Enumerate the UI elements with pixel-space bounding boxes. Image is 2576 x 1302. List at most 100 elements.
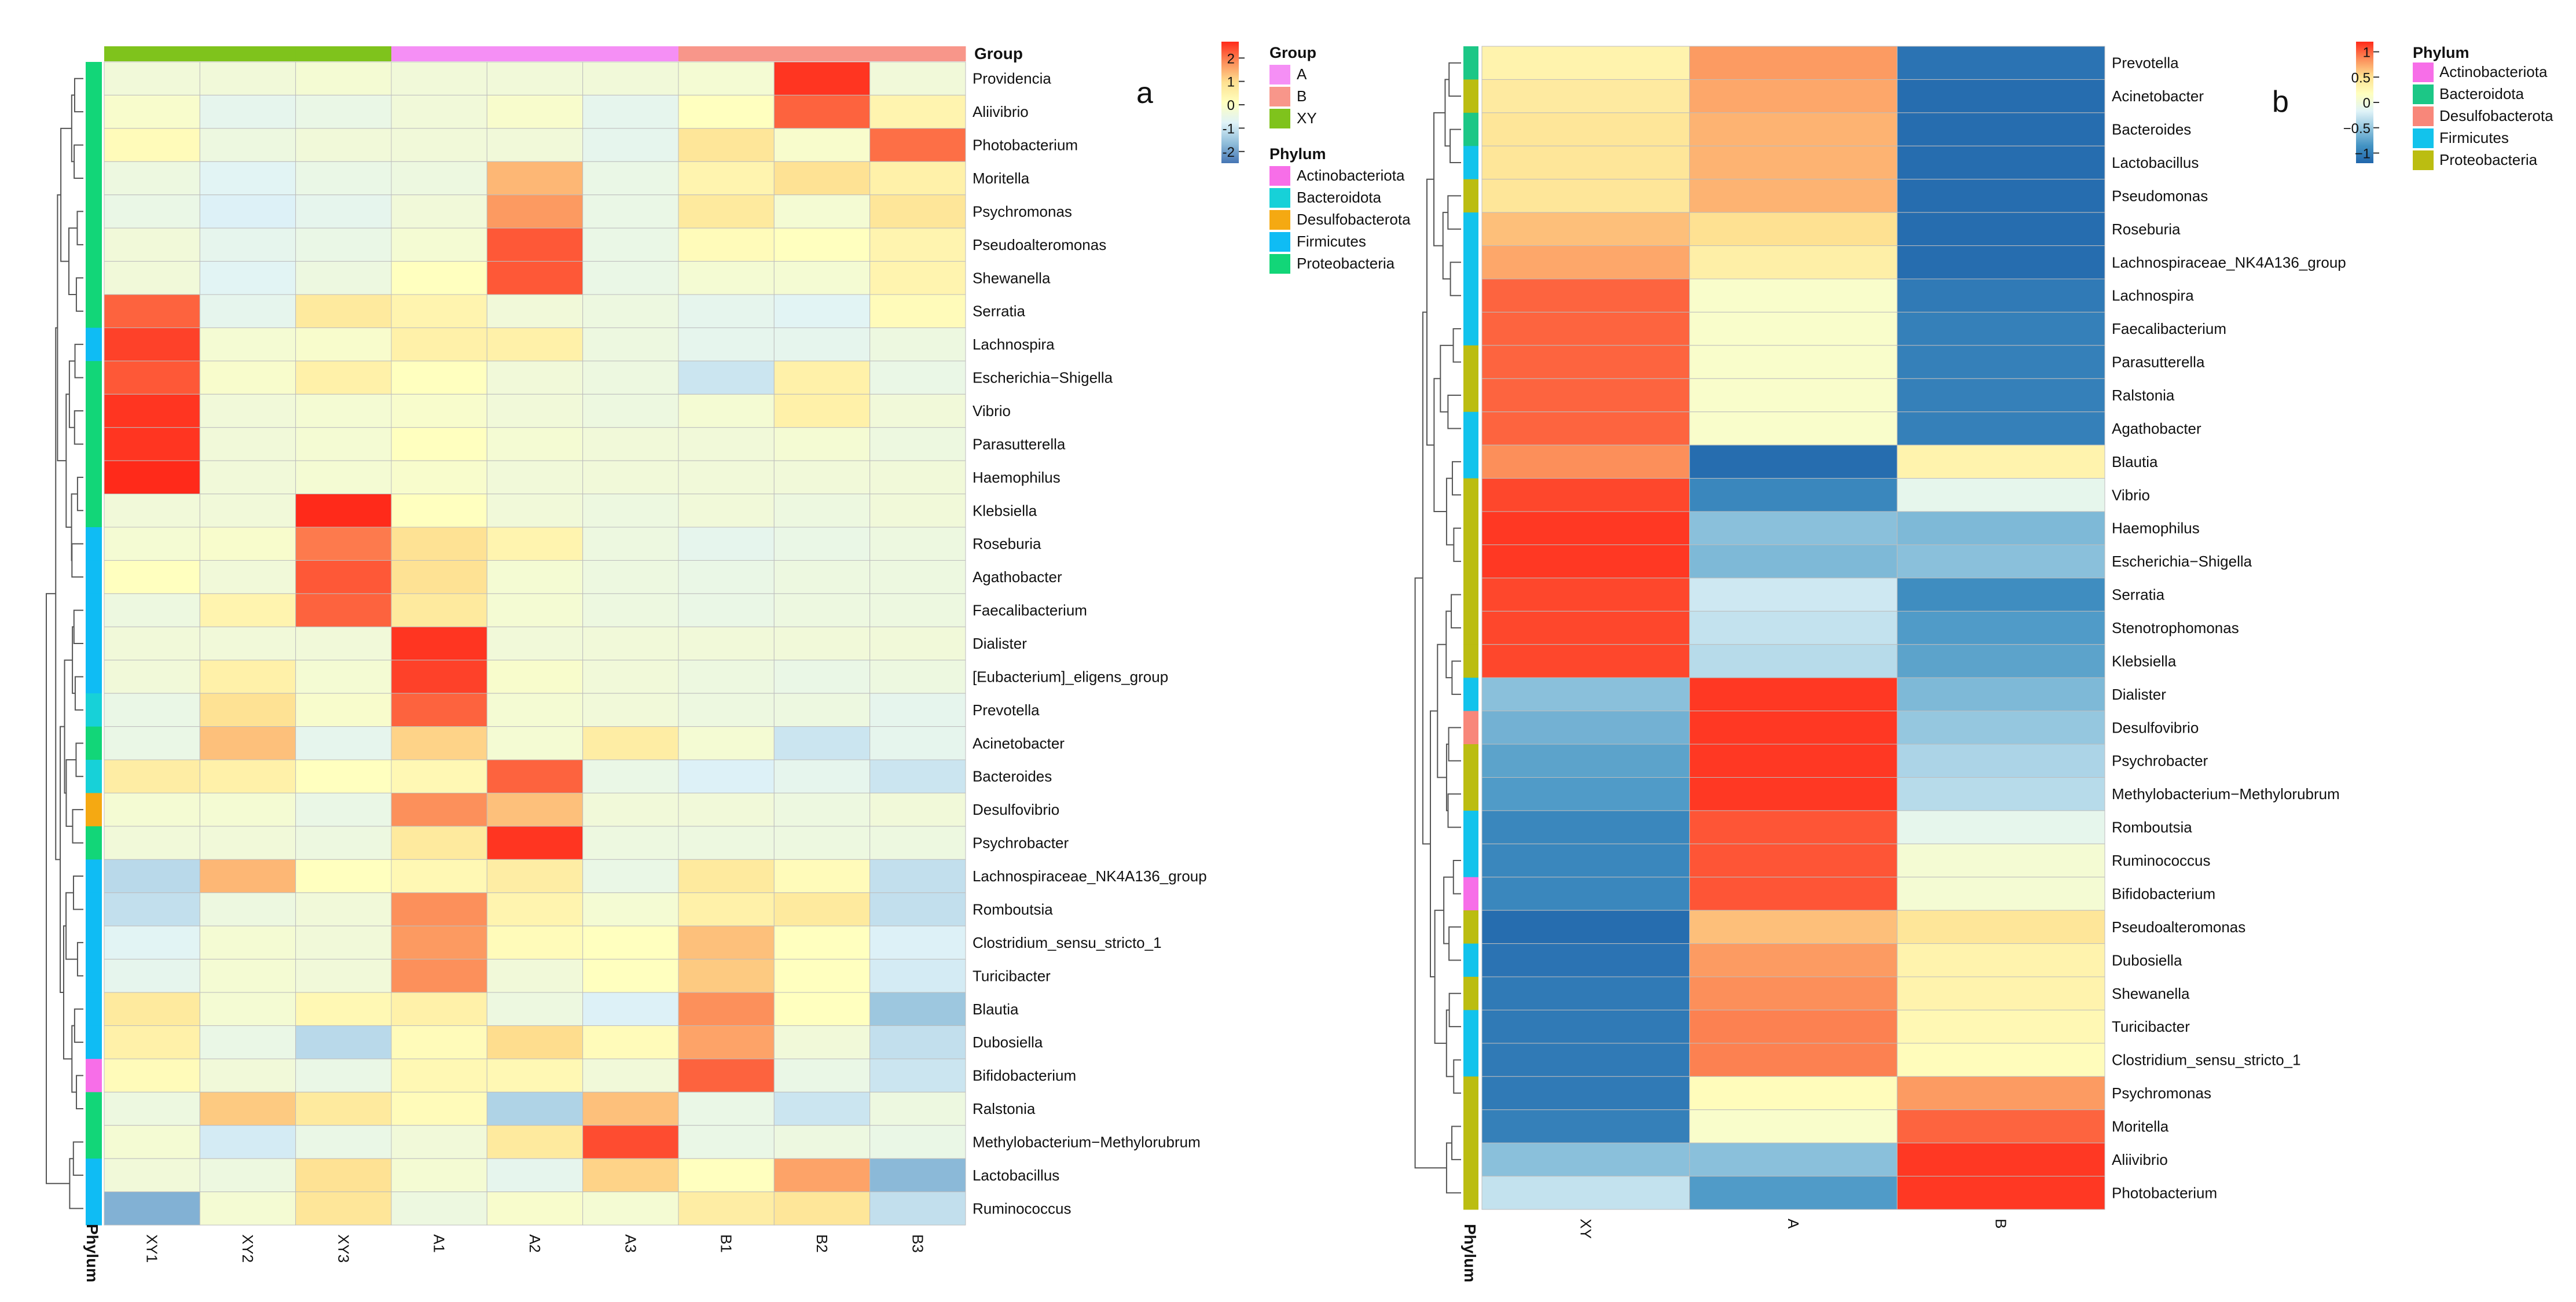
phylum-legend-label: Firmicutes (1297, 233, 1366, 250)
heatmap-cell (486, 327, 584, 362)
dendrogram-branch (72, 876, 83, 910)
dendrogram-branch (1451, 660, 1461, 695)
phylum-annotation-cell (86, 1092, 102, 1126)
heatmap-cell (678, 94, 775, 129)
heatmap-cell (773, 361, 871, 395)
heatmap-cell (391, 327, 487, 362)
phylum-annotation-cell (86, 560, 102, 594)
heatmap-cell (486, 992, 584, 1026)
heatmap-cell (295, 494, 392, 528)
heatmap-cell (199, 227, 296, 262)
heatmap-cell (295, 161, 392, 196)
heatmap-cell (486, 294, 584, 328)
heatmap-cell (295, 792, 392, 827)
heatmap-cell (199, 693, 296, 727)
heatmap-cell (295, 94, 392, 129)
heatmap-cell (1896, 1043, 2105, 1077)
heatmap-cell (199, 1125, 296, 1159)
heatmap-cell (1896, 145, 2105, 180)
phylum-annotation-cell (1463, 578, 1478, 612)
heatmap-cell (1481, 810, 1690, 844)
row-label: Turicibacter (973, 967, 1051, 984)
row-label: Bifidobacterium (973, 1067, 1076, 1084)
heatmap-cell (104, 1025, 200, 1060)
heatmap-cell (678, 892, 775, 926)
heatmap-cell (1481, 112, 1690, 146)
heatmap-cell (869, 460, 966, 495)
heatmap-cell (104, 494, 200, 528)
heatmap-cell (1481, 145, 1690, 180)
heatmap-cell (1481, 1076, 1690, 1110)
row-label: Prevotella (973, 701, 1040, 719)
heatmap-cell (295, 361, 392, 395)
heatmap-cell (391, 826, 487, 860)
legend-tick-label: −0.5 (2343, 121, 2370, 137)
heatmap-cell (391, 660, 487, 694)
heatmap-cell (773, 1058, 871, 1093)
phylum-legend-swatch (2413, 128, 2434, 148)
phylum-axis-label: Phylum (83, 1224, 101, 1282)
column-label: A3 (622, 1234, 639, 1253)
heatmap-cell (199, 660, 296, 694)
heatmap-cell (1896, 511, 2105, 545)
heatmap-cell (678, 959, 775, 993)
heatmap-cell (1689, 145, 1898, 180)
phylum-annotation-cell (1463, 1076, 1478, 1110)
phylum-annotation-cell (1463, 777, 1478, 811)
heatmap-cell (199, 826, 296, 860)
legend-tick-label: -2 (1223, 145, 1235, 160)
heatmap-cell (678, 361, 775, 395)
heatmap-cell (104, 460, 200, 495)
heatmap-cell (1481, 910, 1690, 944)
heatmap-cell (295, 128, 392, 162)
heatmap-cell (582, 693, 679, 727)
column-label: B3 (909, 1234, 926, 1253)
heatmap-cell (1481, 544, 1690, 579)
heatmap-cell (869, 294, 966, 328)
phylum-legend-swatch (1269, 188, 1290, 208)
heatmap-cell (869, 427, 966, 461)
heatmap-cell (1689, 976, 1898, 1010)
heatmap-cell (869, 194, 966, 229)
heatmap-cell (582, 427, 679, 461)
heatmap-cell (199, 161, 296, 196)
phylum-annotation-cell (1463, 977, 1478, 1010)
heatmap-cell (486, 1125, 584, 1159)
heatmap-cell (773, 294, 871, 328)
heatmap-cell (1481, 877, 1690, 911)
row-label: Ralstonia (2112, 387, 2175, 404)
heatmap-cell (582, 494, 679, 528)
column-label: XY (1577, 1219, 1594, 1239)
column-label: B (1992, 1219, 2010, 1229)
phylum-annotation-cell (86, 627, 102, 661)
heatmap-cell (391, 427, 487, 461)
heatmap-cell (295, 892, 392, 926)
row-label: Photobacterium (2112, 1184, 2217, 1201)
heatmap-cell (1481, 411, 1690, 446)
heatmap-cell (1689, 245, 1898, 279)
heatmap-cell (104, 94, 200, 129)
phylum-annotation-cell (86, 726, 102, 760)
heatmap-cell (486, 128, 584, 162)
heatmap-cell (869, 128, 966, 162)
heatmap-cell (773, 892, 871, 926)
heatmap-cell (1481, 1009, 1690, 1044)
heatmap-cell (391, 460, 487, 495)
heatmap-panel-b: Phylum Prevotella Acinetobacter Bacteroides… (1414, 42, 2553, 1282)
heatmap-cell (869, 593, 966, 627)
heatmap-cell (869, 261, 966, 295)
row-label: Escherichia−Shigella (973, 369, 1113, 387)
phylum-annotation-cell (1463, 478, 1478, 512)
heatmap-cell (1896, 544, 2105, 579)
heatmap-cell (869, 527, 966, 561)
heatmap-cell (869, 992, 966, 1026)
heatmap-cell (773, 194, 871, 229)
heatmap-cell (1689, 478, 1898, 512)
heatmap-cell (678, 294, 775, 328)
legend-tick-label: 2 (1227, 51, 1235, 67)
heatmap-cell (582, 1125, 679, 1159)
phylum-legend-label: Proteobacteria (2439, 151, 2538, 168)
heatmap-cell (1896, 711, 2105, 745)
heatmap-cell (1481, 677, 1690, 712)
